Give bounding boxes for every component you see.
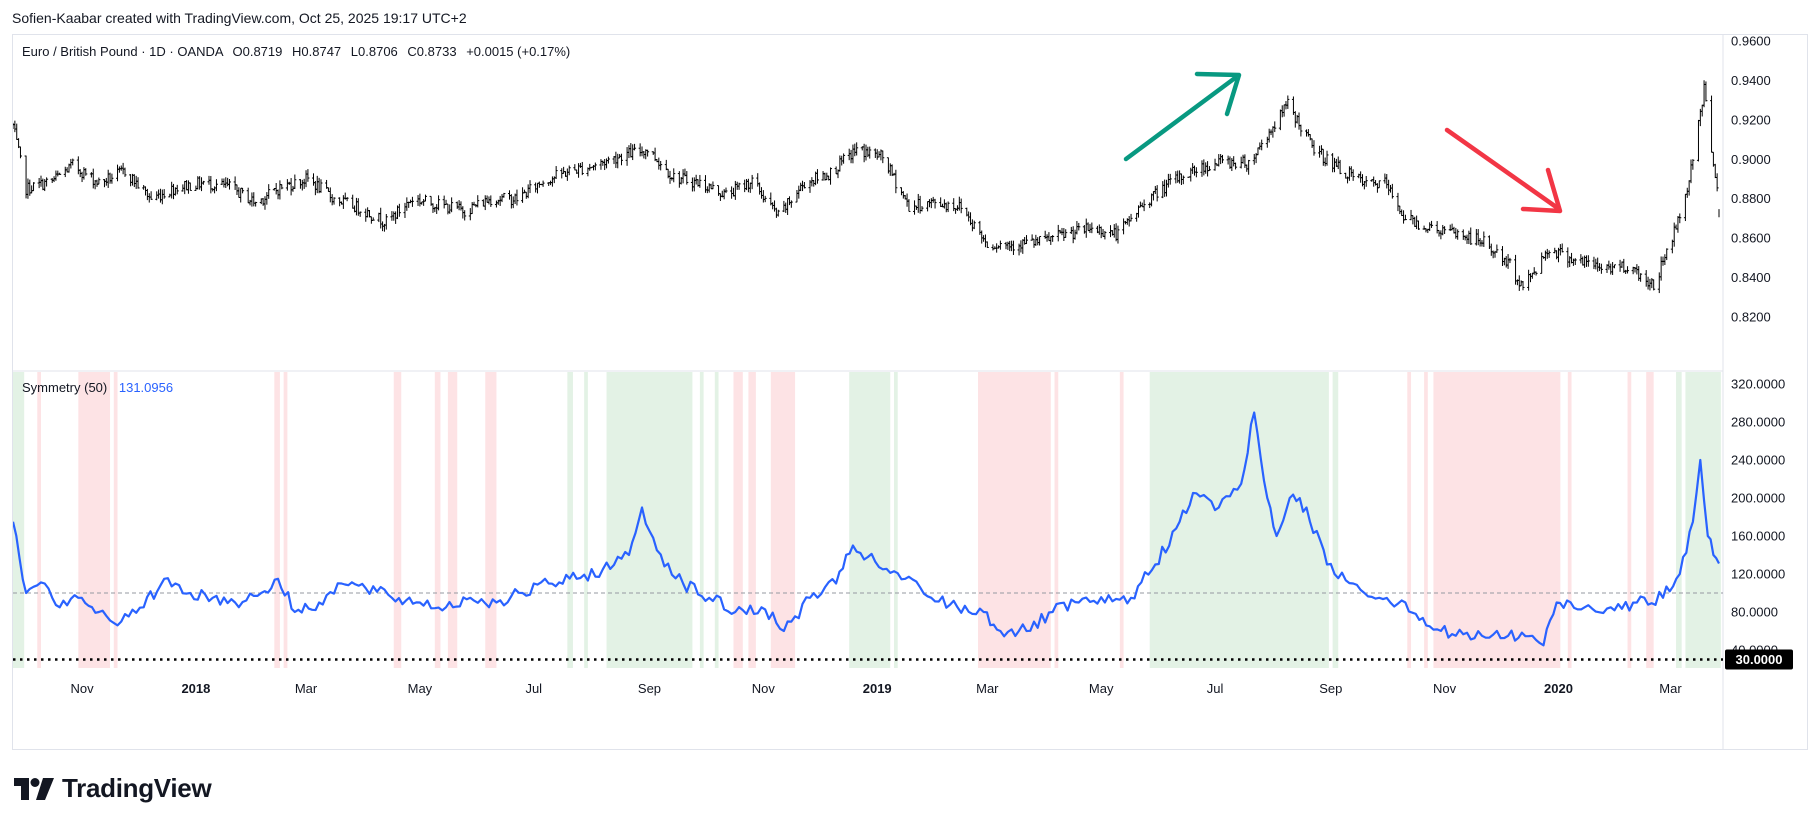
price-tick-label: 0.8200: [1731, 310, 1771, 325]
time-tick-label: Sep: [1319, 681, 1342, 696]
red-signal-zone: [393, 372, 402, 668]
price-axis: 0.9600 0.9400 0.9200 0.9000 0.8800 0.8600 0.84…: [1731, 34, 1771, 325]
legend-close: 0.8733: [417, 44, 457, 59]
tradingview-logo-icon: [14, 777, 54, 800]
price-tick-label: 0.9600: [1731, 35, 1771, 49]
level-badge-bg: [1725, 649, 1793, 670]
red-signal-zone: [37, 372, 41, 668]
time-tick-label: Sep: [638, 681, 661, 696]
price-legend: Euro / British Pound · 1D · OANDA O0.871…: [22, 44, 570, 59]
time-tick-label: 2018: [181, 681, 210, 696]
time-tick-label: Jul: [525, 681, 542, 696]
legend-open: 0.8719: [243, 44, 283, 59]
price-tick-label: 0.8600: [1731, 231, 1771, 246]
red-signal-zone: [770, 372, 796, 668]
time-tick-label: Mar: [295, 681, 318, 696]
up-arrow-icon: [1123, 71, 1242, 162]
green-signal-zone: [584, 372, 588, 668]
time-tick-label: 2020: [1544, 681, 1573, 696]
red-signal-zone: [977, 372, 1051, 668]
legend-low: 0.8706: [358, 44, 398, 59]
red-signal-zone: [1054, 372, 1059, 668]
time-tick-label: Mar: [976, 681, 999, 696]
legend-change: +0.0015 (+0.17%): [466, 44, 570, 59]
legend-open-label: O: [232, 44, 242, 59]
red-signal-zone: [1119, 372, 1124, 668]
time-axis: Nov 2018 Mar May Jul Sep Nov 2019 Mar May Jul Sep No…: [70, 681, 1682, 696]
red-signal-zone: [447, 372, 458, 668]
legend-high-label: H: [292, 44, 301, 59]
time-tick-label: May: [1089, 681, 1114, 696]
green-signal-zone: [1676, 372, 1682, 668]
oscillator-name: Symmetry (50): [22, 380, 107, 395]
level-badge-label: 30.0000: [1736, 652, 1783, 667]
legend-symbol: Euro / British Pound · 1D · OANDA: [22, 44, 224, 59]
price-tick-label: 0.8400: [1731, 270, 1771, 285]
red-signal-zone: [485, 372, 497, 668]
red-signal-zone: [733, 372, 743, 668]
green-signal-zone: [893, 372, 898, 668]
red-signal-zone: [1433, 372, 1561, 668]
legend-close-label: C: [407, 44, 416, 59]
red-signal-zone: [113, 372, 118, 668]
candlestick-series: [11, 80, 1720, 294]
price-tick-label: 0.9400: [1731, 73, 1771, 88]
time-tick-label: Nov: [1433, 681, 1457, 696]
level-badge: 30.0000: [1725, 649, 1793, 670]
green-signal-zone: [1685, 372, 1721, 668]
time-tick-label: Nov: [70, 681, 94, 696]
oscillator-tick-label: 160.0000: [1731, 529, 1785, 544]
time-tick-label: Mar: [1659, 681, 1682, 696]
time-tick-label: May: [408, 681, 433, 696]
green-signal-zone: [567, 372, 573, 668]
down-arrow-icon: [1444, 127, 1563, 214]
green-signal-zone: [849, 372, 891, 668]
green-signal-zone: [699, 372, 704, 668]
time-tick-label: Nov: [752, 681, 776, 696]
oscillator-tick-label: 240.0000: [1731, 453, 1785, 468]
red-signal-zone: [434, 372, 441, 668]
symmetry-line: [11, 411, 1720, 647]
green-signal-zone: [714, 372, 719, 668]
tradingview-logo[interactable]: TradingView: [14, 773, 212, 804]
tradingview-wordmark: TradingView: [62, 773, 212, 803]
time-tick-label: Jul: [1207, 681, 1224, 696]
price-tick-label: 0.9200: [1731, 112, 1771, 127]
legend-high: 0.8747: [301, 44, 341, 59]
green-signal-zone: [13, 372, 25, 668]
red-signal-zone: [1424, 372, 1428, 668]
oscillator-legend: Symmetry (50) 131.0956: [22, 380, 173, 395]
red-signal-zone: [78, 372, 111, 668]
price-tick-label: 0.8800: [1731, 191, 1771, 206]
red-signal-zone: [1407, 372, 1412, 668]
green-signal-zone: [1332, 372, 1339, 668]
oscillator-tick-label: 80.0000: [1731, 605, 1778, 620]
oscillator-tick-label: 280.0000: [1731, 415, 1785, 430]
signal-zones: [13, 372, 1721, 668]
oscillator-tick-label: 120.0000: [1731, 567, 1785, 582]
red-signal-zone: [1627, 372, 1632, 668]
chart-frame: 0.9600 0.9400 0.9200 0.9000 0.8800 0.8600 0.84…: [11, 34, 1808, 750]
green-signal-zone: [1149, 372, 1329, 668]
red-signal-zone: [1567, 372, 1572, 668]
price-tick-label: 0.9000: [1731, 152, 1771, 167]
chart-credit: Sofien-Kaabar created with TradingView.c…: [12, 10, 467, 26]
chart-canvas[interactable]: 0.9600 0.9400 0.9200 0.9000 0.8800 0.8600 0.84…: [11, 34, 1807, 749]
oscillator-tick-label: 200.0000: [1731, 491, 1785, 506]
red-signal-zone: [283, 372, 288, 668]
red-signal-zone: [274, 372, 280, 668]
green-signal-zone: [606, 372, 693, 668]
red-signal-zone: [748, 372, 756, 668]
time-tick-label: 2019: [863, 681, 892, 696]
oscillator-axis: 320.0000 280.0000 240.0000 200.0000 160.0000…: [1731, 377, 1785, 658]
legend-low-label: L: [351, 44, 358, 59]
oscillator-tick-label: 320.0000: [1731, 377, 1785, 392]
red-signal-zone: [1646, 372, 1654, 668]
oscillator-value: 131.0956: [119, 380, 173, 395]
